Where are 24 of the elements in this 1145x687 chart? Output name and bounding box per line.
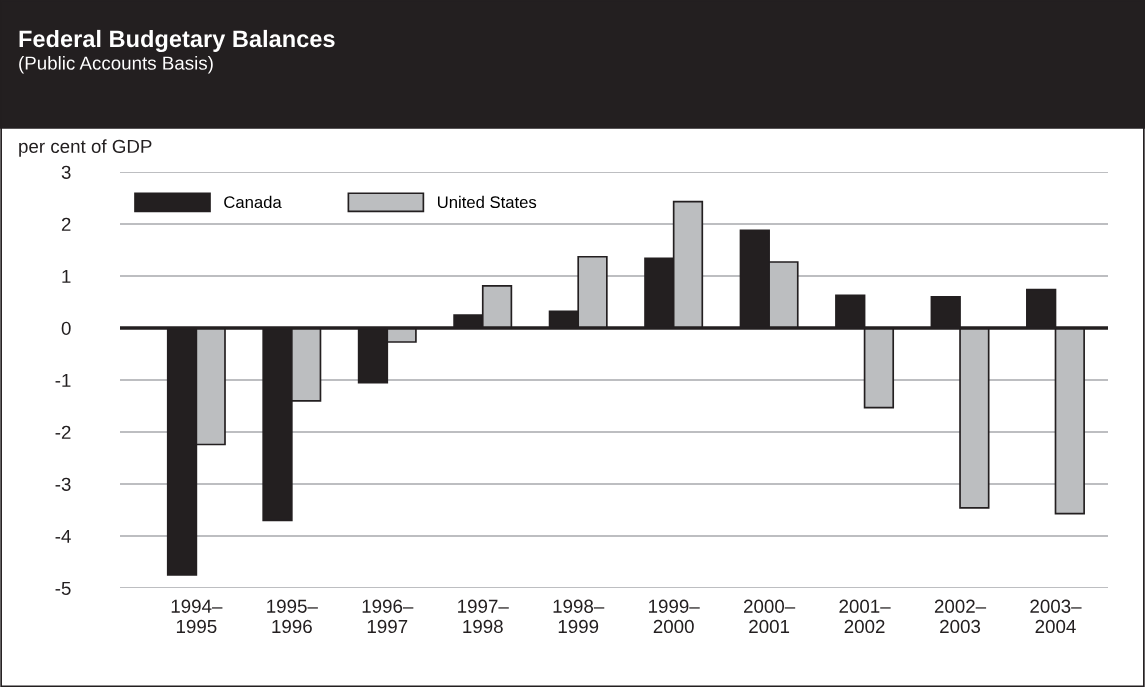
y-tick-label: 1 (62, 269, 71, 283)
x-tick-label: 2002– 2003 (934, 599, 987, 634)
x-tick-label: 1997– 1998 (458, 599, 509, 634)
y-tick-label: -4 (55, 529, 71, 543)
x-tick-label: 2000– 2001 (744, 599, 796, 634)
legend-label: United States (438, 195, 537, 209)
y-tick-label: 3 (61, 165, 71, 179)
y-tick-label: 2 (61, 217, 71, 231)
x-tick-label: 1995– 1996 (267, 599, 318, 634)
y-tick-label: -5 (55, 581, 71, 595)
y-axis-title: per cent of GDP (19, 139, 152, 157)
x-tick-label: 1994– 1995 (171, 599, 223, 634)
y-tick-label: 0 (61, 321, 71, 335)
x-tick-label: 1996– 1997 (362, 599, 414, 634)
chart-subtitle: (Public Accounts Basis) (19, 56, 213, 74)
x-tick-label: 1999– 2000 (649, 599, 700, 634)
x-tick-label: 2003– 2004 (1030, 599, 1082, 634)
y-tick-label: -2 (55, 425, 71, 439)
chart-title: Federal Budgetary Balances (19, 29, 335, 52)
y-tick-label: -1 (55, 373, 71, 387)
legend-label: Canada (224, 195, 282, 209)
y-tick-label: -3 (55, 477, 71, 491)
x-tick-label: 1998– 1999 (553, 599, 605, 634)
x-tick-label: 2001– 2002 (839, 599, 891, 634)
